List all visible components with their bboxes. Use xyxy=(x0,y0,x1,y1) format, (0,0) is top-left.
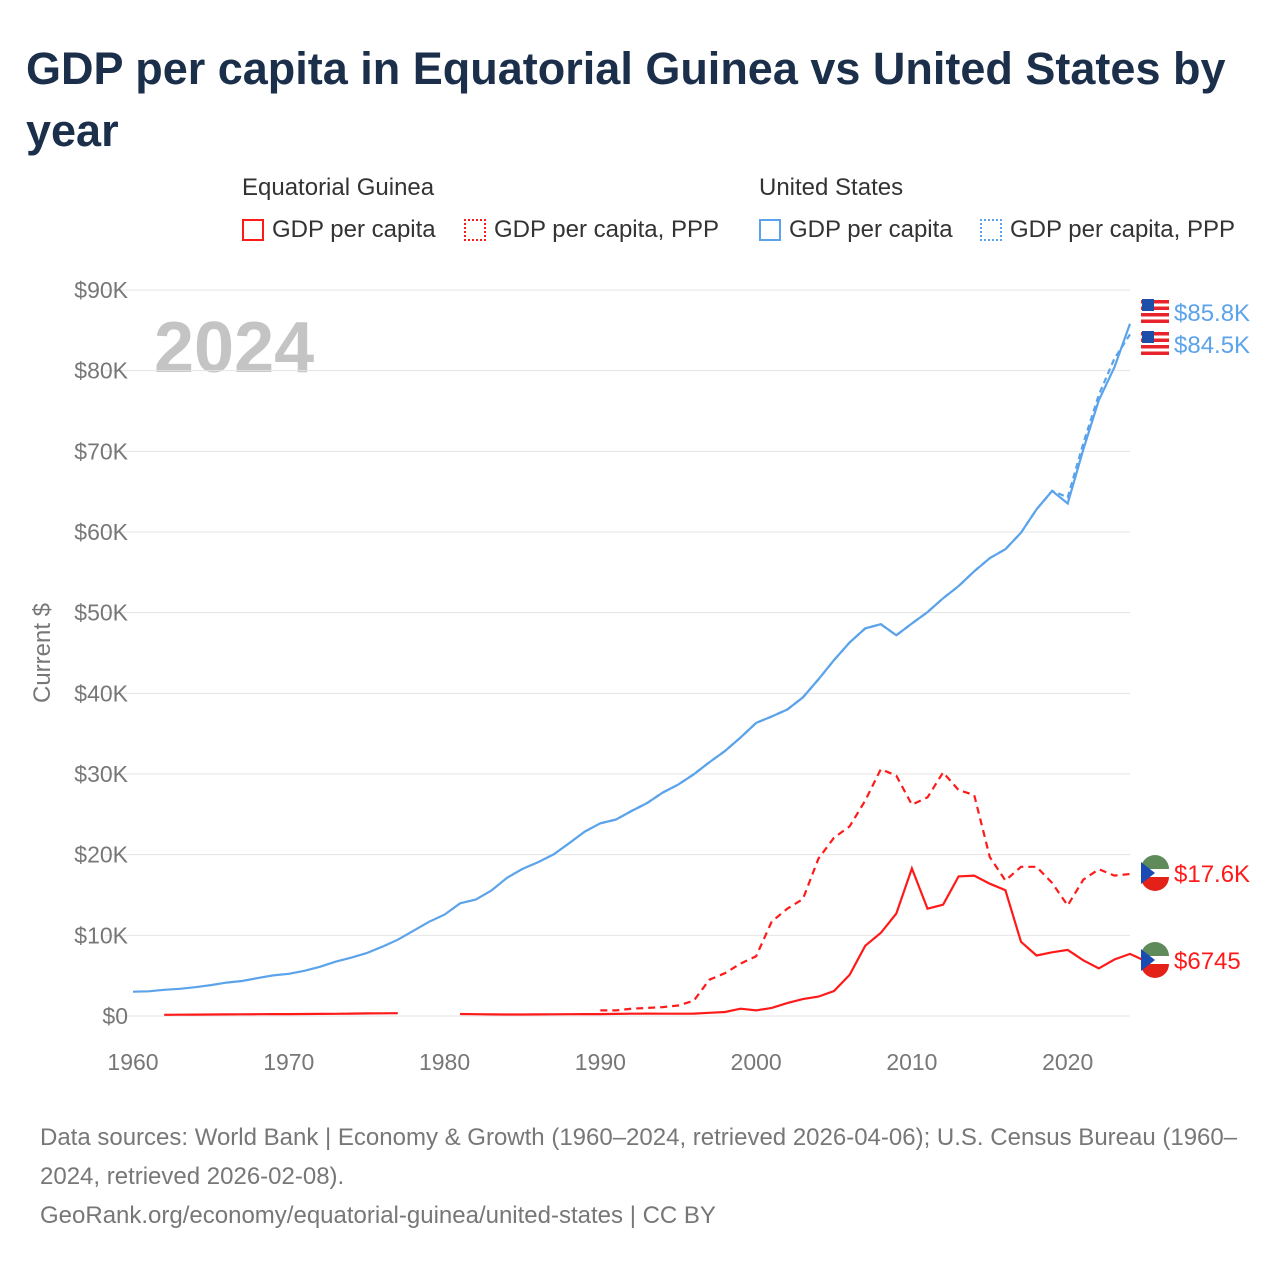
y-tick-label: $20K xyxy=(74,842,128,868)
flag-stripe xyxy=(1141,300,1169,304)
footer: Data sources: World Bank | Economy & Gro… xyxy=(40,1118,1240,1235)
legend-swatch xyxy=(980,219,1002,241)
chart-title: GDP per capita in Equatorial Guinea vs U… xyxy=(26,43,1226,156)
legend-label: GDP per capita, PPP xyxy=(494,216,719,243)
flag-stripe xyxy=(1141,855,1169,869)
footer-attribution[interactable]: GeoRank.org/economy/equatorial-guinea/un… xyxy=(40,1202,716,1229)
legend-eg-ppp[interactable]: GDP per capita, PPP xyxy=(464,216,719,244)
flag-stripe xyxy=(1141,338,1169,342)
x-tick-label: 2020 xyxy=(1042,1049,1093,1075)
y-tick-label: $40K xyxy=(74,680,128,706)
flag-stripe xyxy=(1141,313,1169,317)
flag-stripe xyxy=(1141,964,1169,978)
y-axis-label: Current $ xyxy=(29,603,56,703)
flag-stripe xyxy=(1141,306,1169,310)
legend-group-eg: Equatorial Guinea xyxy=(242,174,435,201)
footer-sources: Data sources: World Bank | Economy & Gro… xyxy=(40,1124,1238,1190)
flag-triangle xyxy=(1141,949,1155,971)
end-label-us_ppp: $84.5K xyxy=(1174,332,1250,359)
x-tick-label: 1980 xyxy=(419,1049,470,1075)
year-watermark: 2024 xyxy=(154,308,314,388)
legend-label: GDP per capita, PPP xyxy=(1010,216,1235,243)
x-tick-label: 2000 xyxy=(731,1049,782,1075)
flag-stripe xyxy=(1141,877,1169,891)
legend-swatch xyxy=(759,219,781,241)
legend-eg-gdp[interactable]: GDP per capita xyxy=(242,216,436,244)
series-line xyxy=(600,333,1131,825)
flag-stripe xyxy=(1141,942,1169,956)
y-tick-label: $90K xyxy=(74,277,128,303)
y-tick-label: $0 xyxy=(102,1003,128,1029)
end-label-eg_ppp: $17.6K xyxy=(1174,861,1250,888)
flag-canton xyxy=(1142,331,1154,343)
y-tick-label: $60K xyxy=(74,519,128,545)
legend-swatch xyxy=(242,219,264,241)
flag-stripe xyxy=(1141,319,1169,323)
y-tick-label: $30K xyxy=(74,761,128,787)
series-line xyxy=(600,767,1131,1012)
legend-label: GDP per capita xyxy=(789,216,953,243)
y-tick-label: $10K xyxy=(74,922,128,948)
y-tick-label: $70K xyxy=(74,438,128,464)
y-tick-label: $50K xyxy=(74,600,128,626)
legend-us-ppp[interactable]: GDP per capita, PPP xyxy=(980,216,1235,244)
legend-group-us: United States xyxy=(759,174,904,201)
flag-triangle xyxy=(1141,862,1155,884)
x-tick-label: 1990 xyxy=(575,1049,626,1075)
flag-canton xyxy=(1142,299,1154,311)
chart-plot: 2024 Current $ $0 $10K $20K $30K $40K $50K $60… xyxy=(29,277,1250,1075)
y-tick-label: $80K xyxy=(74,358,128,384)
legend-label: GDP per capita xyxy=(272,216,436,243)
flag-stripe xyxy=(1141,351,1169,355)
legend-swatch xyxy=(464,219,486,241)
x-tick-label: 2010 xyxy=(886,1049,937,1075)
series-line xyxy=(164,865,1162,1016)
end-label-us_gdp: $85.8K xyxy=(1174,300,1250,327)
end-label-eg_gdp: $6745 xyxy=(1174,948,1241,975)
x-tick-label: 1960 xyxy=(107,1049,158,1075)
flag-stripe xyxy=(1141,332,1169,336)
x-tick-label: 1970 xyxy=(263,1049,314,1075)
legend-us-gdp[interactable]: GDP per capita xyxy=(759,216,953,244)
flag-stripe xyxy=(1141,345,1169,349)
series-line xyxy=(132,323,1132,993)
